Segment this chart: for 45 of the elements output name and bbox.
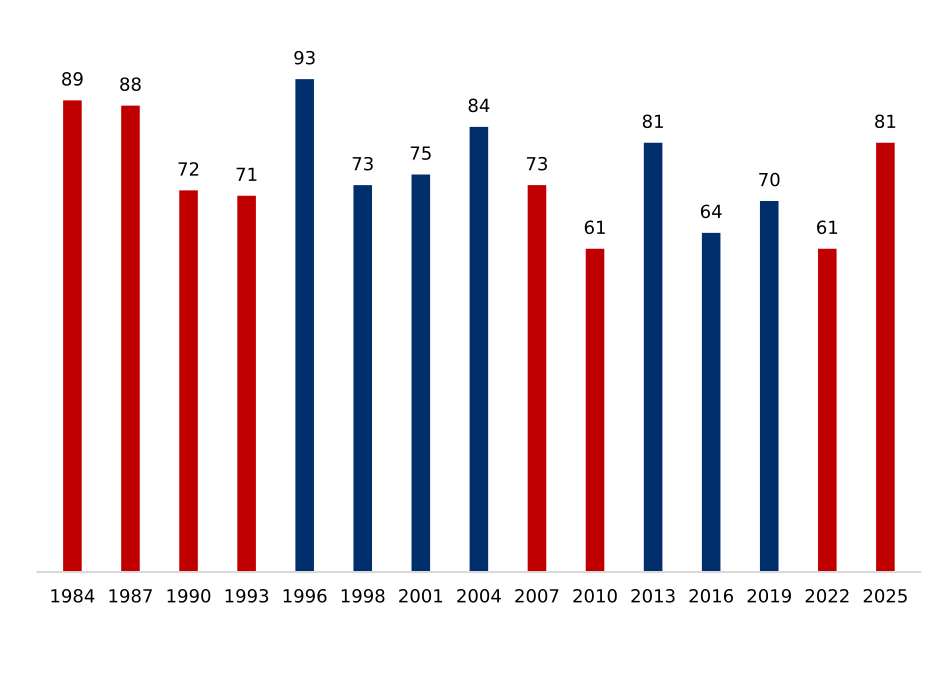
data-label: 61 bbox=[584, 220, 605, 234]
data-label: 64 bbox=[700, 204, 722, 218]
x-tick-label: 2007 bbox=[515, 589, 558, 603]
x-tick-label: 2022 bbox=[806, 589, 848, 603]
bar bbox=[760, 201, 779, 572]
x-tick-label: 1987 bbox=[109, 589, 152, 603]
x-tick-label: 2001 bbox=[399, 589, 442, 603]
bar bbox=[644, 142, 662, 572]
x-tick-label: 2004 bbox=[457, 589, 501, 603]
bar bbox=[876, 142, 895, 572]
bar bbox=[295, 79, 314, 572]
bar bbox=[179, 190, 198, 572]
data-label: 81 bbox=[642, 114, 663, 128]
x-tick-label: 2013 bbox=[631, 589, 675, 603]
data-label: 73 bbox=[526, 156, 547, 171]
bar bbox=[63, 100, 82, 572]
bar bbox=[412, 174, 430, 572]
data-label: 93 bbox=[294, 50, 315, 65]
x-tick-label: 2025 bbox=[864, 589, 907, 603]
data-label: 75 bbox=[410, 146, 431, 160]
data-label: 73 bbox=[352, 156, 373, 171]
x-tick-label: 1998 bbox=[342, 589, 384, 603]
bar bbox=[818, 248, 837, 572]
x-tick-label: 1993 bbox=[226, 589, 268, 603]
bar bbox=[702, 232, 720, 572]
x-tick-label: 2016 bbox=[690, 589, 734, 603]
x-tick-label: 1984 bbox=[51, 589, 94, 603]
data-label: 88 bbox=[120, 77, 141, 92]
bar bbox=[121, 106, 140, 572]
data-label: 89 bbox=[62, 72, 83, 86]
data-label: 70 bbox=[759, 172, 780, 186]
bar bbox=[586, 248, 604, 572]
x-tick-label: 1990 bbox=[168, 589, 210, 603]
data-label: 61 bbox=[817, 220, 838, 234]
x-tick-label: 2019 bbox=[748, 589, 791, 603]
bar bbox=[528, 185, 546, 572]
data-label: 72 bbox=[178, 162, 198, 176]
bar bbox=[237, 196, 256, 572]
x-tick-label: 2010 bbox=[573, 589, 617, 603]
x-tick-label: 1996 bbox=[284, 589, 327, 603]
data-label: 71 bbox=[236, 168, 256, 181]
bar bbox=[470, 126, 488, 572]
bar bbox=[353, 185, 372, 572]
data-label: 81 bbox=[875, 114, 896, 128]
data-label: 84 bbox=[468, 98, 490, 112]
